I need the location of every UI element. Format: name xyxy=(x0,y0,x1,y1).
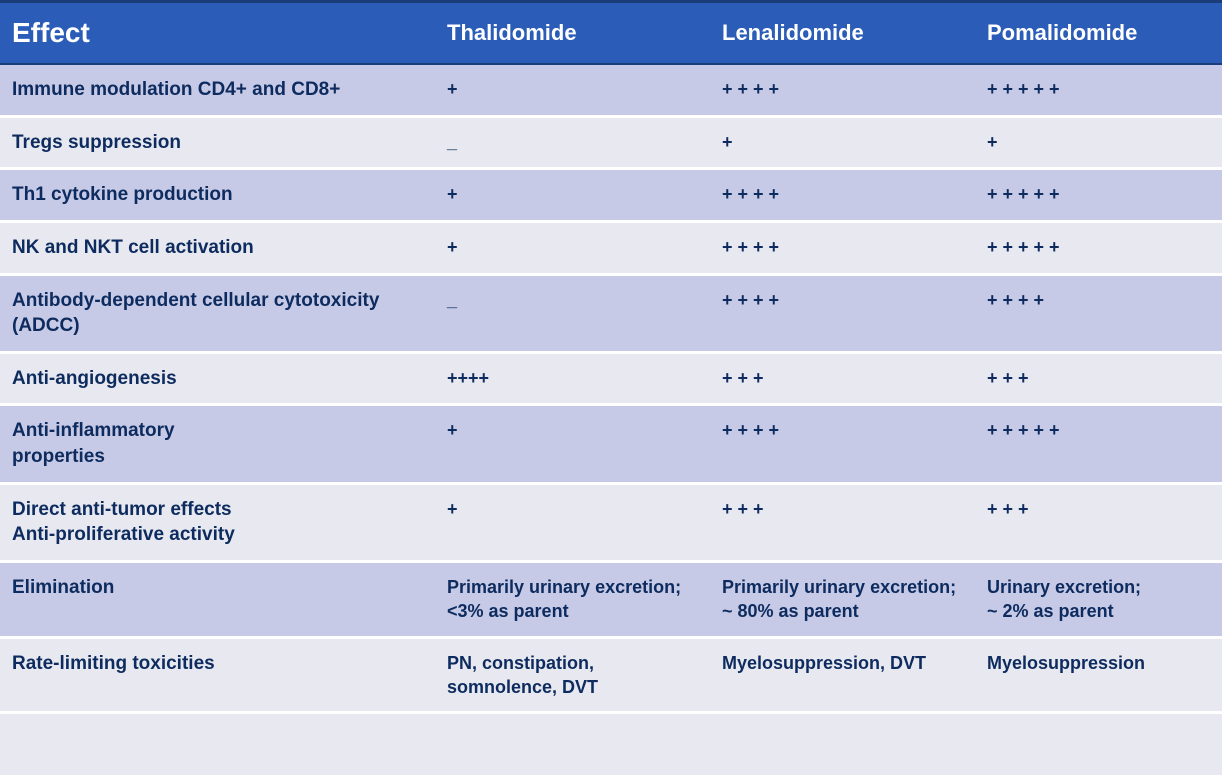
cell-pom: + + + + + xyxy=(975,64,1222,116)
table-row: Antibody-dependent cellular cytotoxicity… xyxy=(0,274,1222,352)
cell-thal: + xyxy=(435,405,710,483)
comparison-table: Effect Thalidomide Lenalidomide Pomalido… xyxy=(0,0,1222,714)
table-row: Th1 cytokine production + + + + + + + + … xyxy=(0,169,1222,222)
cell-thal: ++++ xyxy=(435,352,710,405)
cell-effect: Antibody-dependent cellular cytotoxicity… xyxy=(0,274,435,352)
cell-pom: + + + + + xyxy=(975,221,1222,274)
table-row: Direct anti-tumor effectsAnti-proliferat… xyxy=(0,483,1222,561)
cell-len: + xyxy=(710,116,975,169)
cell-len: Myelosuppression, DVT xyxy=(710,637,975,713)
cell-effect: Anti-angiogenesis xyxy=(0,352,435,405)
cell-effect: Anti-inflammatoryproperties xyxy=(0,405,435,483)
cell-len: + + + + xyxy=(710,405,975,483)
col-header-pomalidomide: Pomalidomide xyxy=(975,2,1222,65)
table-row: Immune modulation CD4+ and CD8+ + + + + … xyxy=(0,64,1222,116)
table-row: Tregs suppression _ + + xyxy=(0,116,1222,169)
cell-effect: Immune modulation CD4+ and CD8+ xyxy=(0,64,435,116)
cell-len: + + + xyxy=(710,483,975,561)
cell-pom: + + + + + xyxy=(975,405,1222,483)
table-row: Rate-limiting toxicities PN, constipatio… xyxy=(0,637,1222,713)
cell-pom: + xyxy=(975,116,1222,169)
cell-effect: Direct anti-tumor effectsAnti-proliferat… xyxy=(0,483,435,561)
cell-thal: + xyxy=(435,64,710,116)
cell-effect: NK and NKT cell activation xyxy=(0,221,435,274)
cell-pom: + + + xyxy=(975,483,1222,561)
col-header-thalidomide: Thalidomide xyxy=(435,2,710,65)
cell-len: + + + + xyxy=(710,64,975,116)
col-header-lenalidomide: Lenalidomide xyxy=(710,2,975,65)
cell-thal: + xyxy=(435,221,710,274)
cell-len: Primarily urinary excretion; ~ 80% as pa… xyxy=(710,562,975,638)
table-row: NK and NKT cell activation + + + + + + +… xyxy=(0,221,1222,274)
cell-effect: Tregs suppression xyxy=(0,116,435,169)
cell-thal: _ xyxy=(435,116,710,169)
table-row: Anti-inflammatoryproperties + + + + + + … xyxy=(0,405,1222,483)
cell-thal: Primarily urinary excretion; <3% as pare… xyxy=(435,562,710,638)
cell-thal: PN, constipation, somnolence, DVT xyxy=(435,637,710,713)
cell-pom: + + + xyxy=(975,352,1222,405)
cell-effect: Elimination xyxy=(0,562,435,638)
cell-thal: + xyxy=(435,483,710,561)
cell-pom: + + + + + xyxy=(975,169,1222,222)
cell-effect: Rate-limiting toxicities xyxy=(0,637,435,713)
cell-pom: Urinary excretion;~ 2% as parent xyxy=(975,562,1222,638)
cell-pom: + + + + xyxy=(975,274,1222,352)
cell-len: + + + + xyxy=(710,169,975,222)
cell-len: + + + + xyxy=(710,221,975,274)
cell-pom: Myelosuppression xyxy=(975,637,1222,713)
table-row: Elimination Primarily urinary excretion;… xyxy=(0,562,1222,638)
cell-effect: Th1 cytokine production xyxy=(0,169,435,222)
table-row: Anti-angiogenesis ++++ + + + + + + xyxy=(0,352,1222,405)
cell-len: + + + xyxy=(710,352,975,405)
cell-thal: _ xyxy=(435,274,710,352)
cell-thal: + xyxy=(435,169,710,222)
col-header-effect: Effect xyxy=(0,2,435,65)
table-header-row: Effect Thalidomide Lenalidomide Pomalido… xyxy=(0,2,1222,65)
cell-len: + + + + xyxy=(710,274,975,352)
table-body: Immune modulation CD4+ and CD8+ + + + + … xyxy=(0,64,1222,713)
